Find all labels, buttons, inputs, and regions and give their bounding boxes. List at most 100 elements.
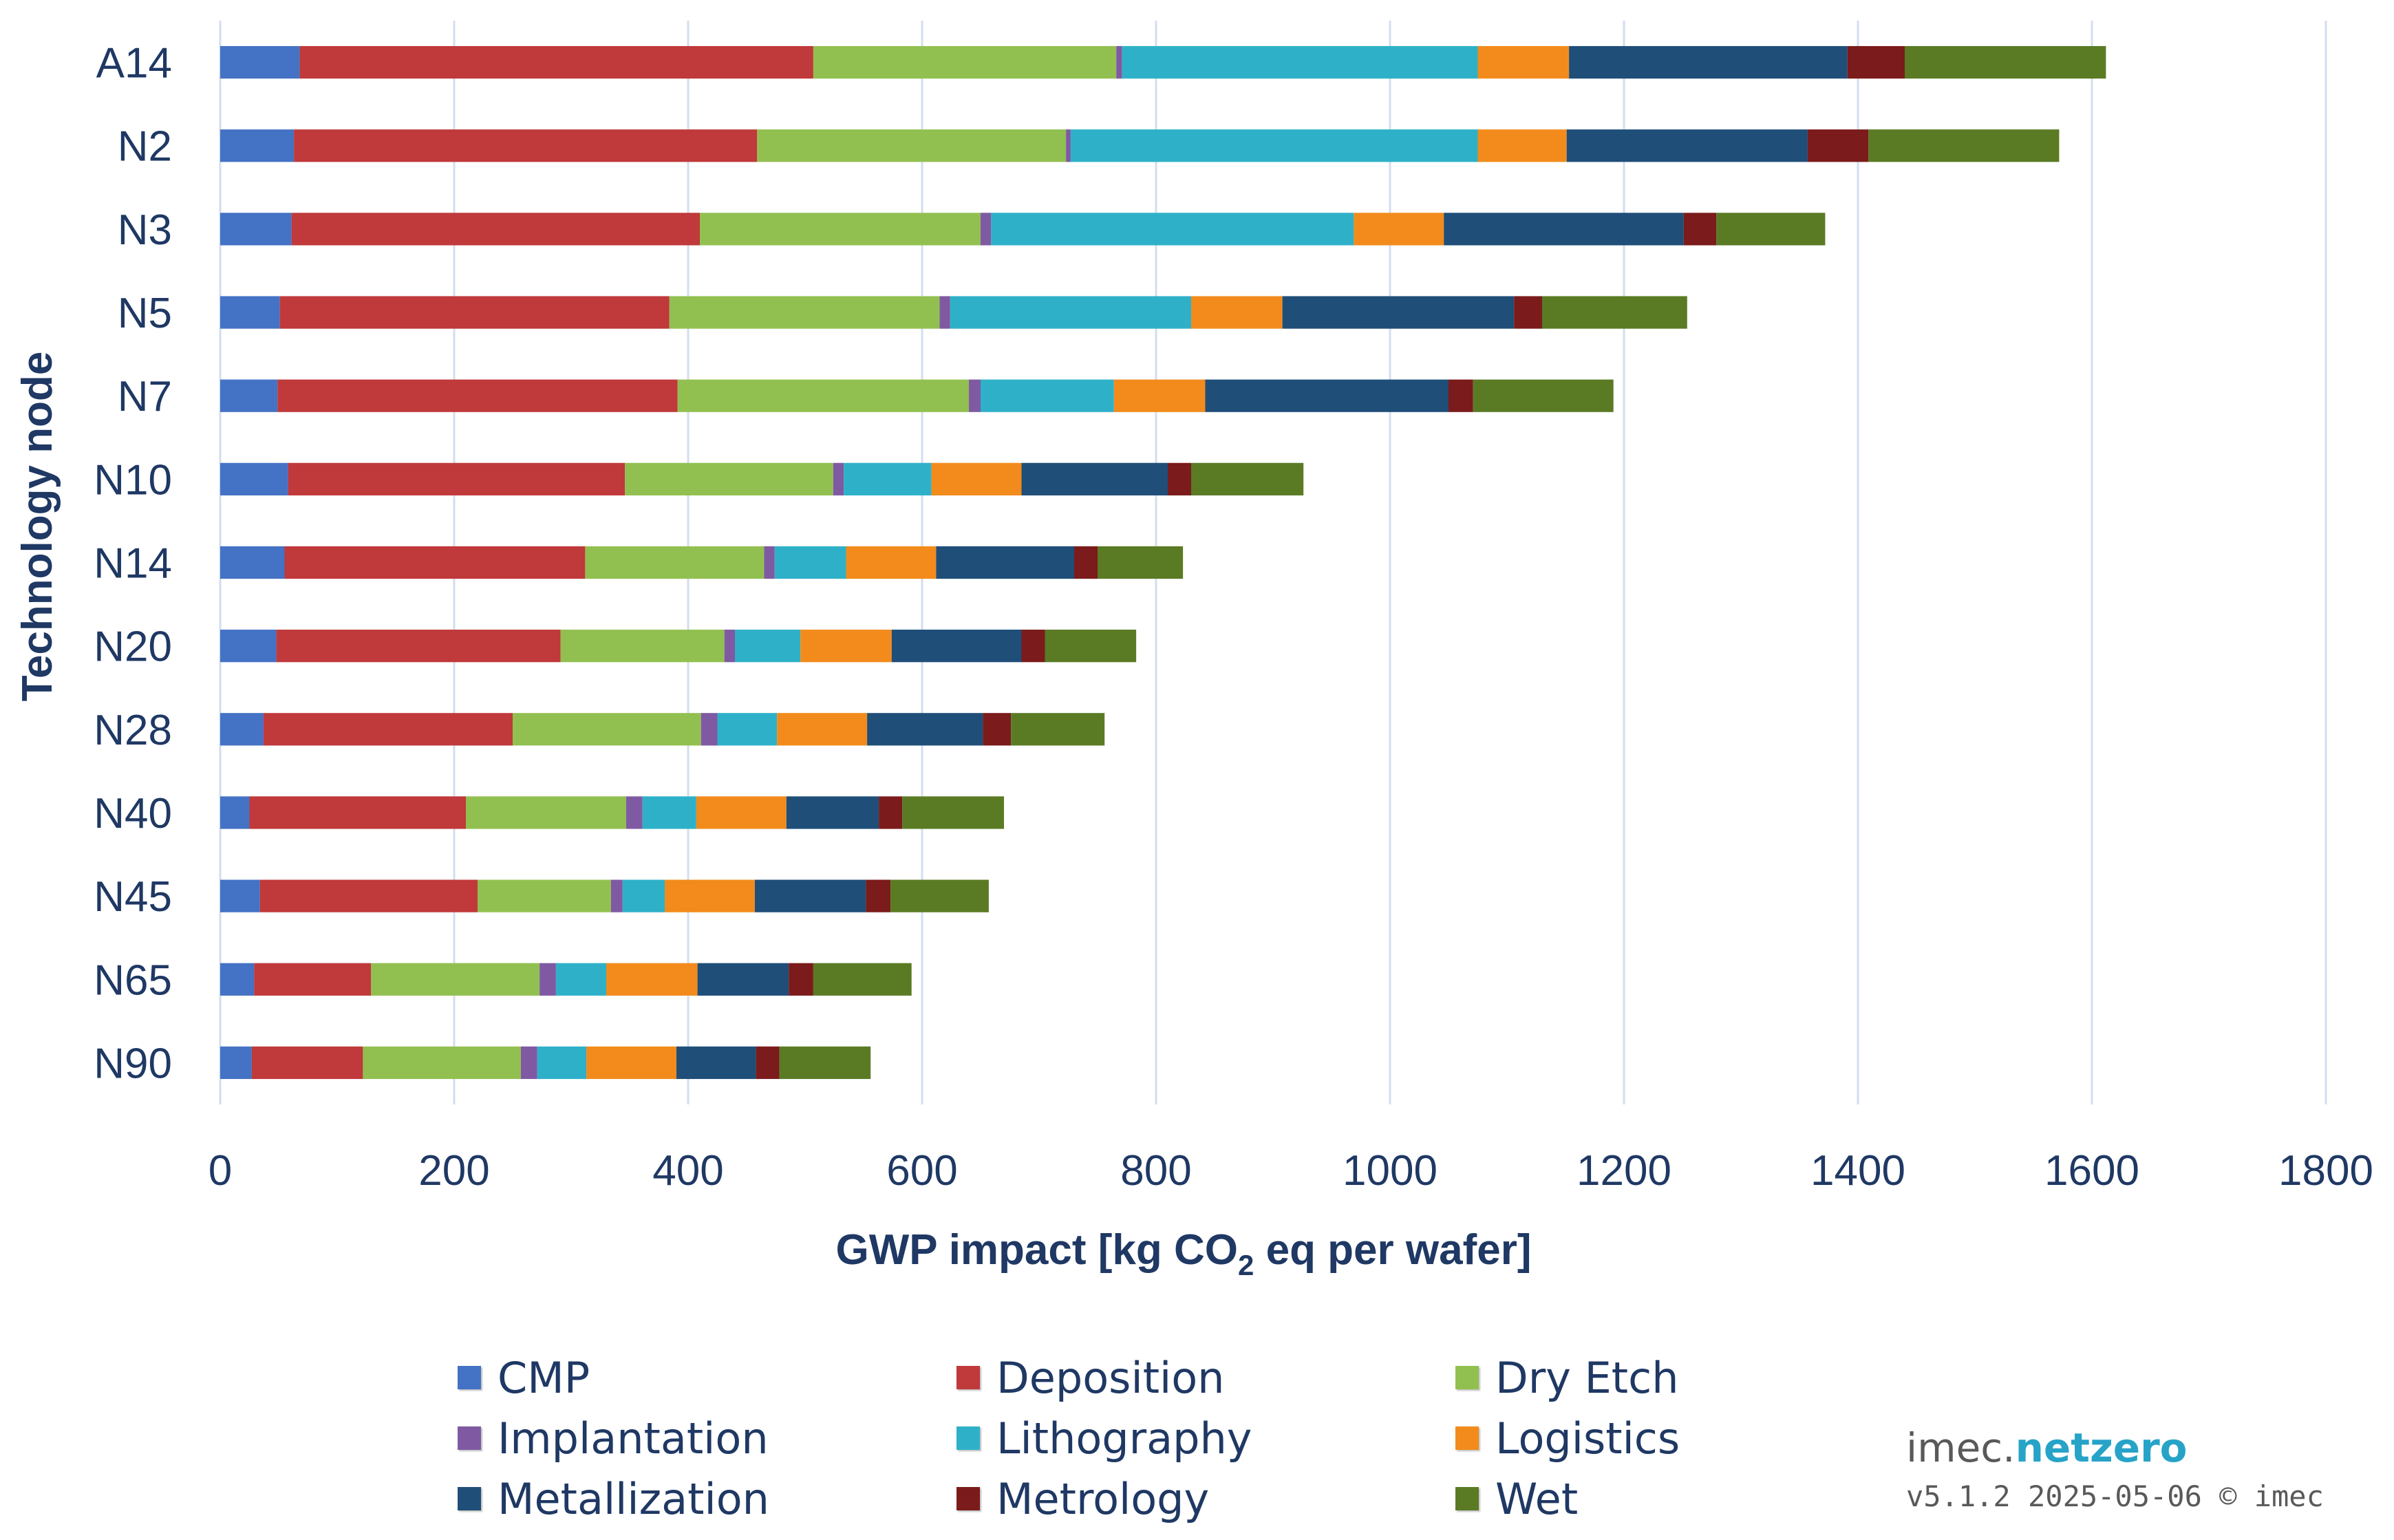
x-tick-label: 200 bbox=[418, 1147, 489, 1195]
legend-swatch bbox=[956, 1426, 980, 1450]
bar-segment-lithography bbox=[555, 963, 606, 996]
bar-row-n65 bbox=[220, 963, 912, 996]
legend-item-dry-etch: Dry Etch bbox=[1455, 1347, 1765, 1408]
bar-segment-metrology bbox=[879, 796, 903, 829]
bar-segment-lithography bbox=[537, 1046, 587, 1080]
bar-segment-implantation bbox=[724, 630, 735, 663]
legend-label: Implantation bbox=[498, 1413, 769, 1464]
legend-swatch bbox=[1455, 1487, 1479, 1510]
bar-segment-lithography bbox=[844, 462, 932, 495]
bar-segment-metrology bbox=[1807, 129, 1869, 162]
bar-segment-logistics bbox=[800, 630, 892, 663]
bar-row-n10 bbox=[220, 462, 1304, 495]
bar-segment-lithography bbox=[774, 546, 846, 579]
bar-segment-implantation bbox=[539, 963, 556, 996]
bar-row-n28 bbox=[220, 713, 1105, 746]
bar-segment-deposition bbox=[294, 129, 758, 162]
bar-segment-logistics bbox=[1477, 129, 1567, 162]
category-label: N45 bbox=[94, 873, 172, 921]
bar-segment-metrology bbox=[1847, 45, 1905, 79]
bar-segment-wet bbox=[1868, 129, 2060, 162]
bar-segment-dry-etch bbox=[560, 630, 725, 663]
bar-segment-metrology bbox=[1683, 213, 1717, 246]
bar-segment-dry-etch bbox=[585, 546, 765, 579]
x-tick-label: 400 bbox=[652, 1147, 723, 1195]
bar-segment-logistics bbox=[606, 963, 698, 996]
version-text: v5.1.2 2025-05-06 © imec bbox=[1906, 1479, 2324, 1513]
bar-segment-implantation bbox=[981, 213, 992, 246]
x-axis-title: GWP impact [kg CO2 eq per wafer] bbox=[836, 1226, 1532, 1281]
bar-segment-lithography bbox=[717, 713, 778, 746]
legend-label: Metrology bbox=[996, 1473, 1210, 1524]
bar-segment-deposition bbox=[279, 296, 670, 329]
bar-row-n90 bbox=[220, 1046, 871, 1080]
bar-segment-logistics bbox=[1354, 213, 1444, 246]
bar-segment-implantation bbox=[520, 1046, 537, 1080]
bar-segment-lithography bbox=[991, 213, 1354, 246]
bar-row-n7 bbox=[220, 379, 1614, 412]
bar-segment-implantation bbox=[610, 879, 623, 912]
bar-segment-cmp bbox=[220, 1046, 252, 1080]
bar-segment-metallization bbox=[676, 1046, 756, 1080]
category-label: N20 bbox=[94, 623, 172, 671]
bar-segment-lithography bbox=[735, 630, 801, 663]
category-label: N7 bbox=[118, 373, 172, 420]
bar-segment-implantation bbox=[626, 796, 643, 829]
x-tick-label: 1200 bbox=[1577, 1147, 1671, 1195]
bar-segment-metrology bbox=[1168, 462, 1191, 495]
bar-segment-metallization bbox=[1444, 213, 1684, 246]
bar-segment-deposition bbox=[277, 379, 678, 412]
bar-row-n5 bbox=[220, 296, 1687, 329]
bar-segment-metallization bbox=[1021, 462, 1168, 495]
bar-segment-metallization bbox=[1569, 45, 1848, 79]
bar-segment-implantation bbox=[1066, 129, 1071, 162]
bar-segment-deposition bbox=[299, 45, 813, 79]
bar-segment-dry-etch bbox=[513, 713, 701, 746]
bar-segment-metrology bbox=[1021, 630, 1045, 663]
category-labels: A14 N2 N3 N5 N7 N10 N14 N20 N28 N40 N45 N65 N90 bbox=[94, 40, 172, 1088]
bar-segment-cmp bbox=[220, 379, 278, 412]
bar-segment-dry-etch bbox=[371, 963, 540, 996]
legend-swatch bbox=[1455, 1366, 1479, 1389]
x-tick-label: 1800 bbox=[2278, 1147, 2373, 1195]
bar-row-n45 bbox=[220, 879, 989, 912]
legend-swatch bbox=[1455, 1426, 1479, 1450]
bar-segment-dry-etch bbox=[625, 462, 833, 495]
legend-item-deposition: Deposition bbox=[956, 1347, 1455, 1408]
bar-segment-lithography bbox=[622, 879, 665, 912]
bar-segment-metallization bbox=[697, 963, 789, 996]
bar-segment-wet bbox=[779, 1046, 871, 1080]
bar-segment-metrology bbox=[756, 1046, 780, 1080]
legend-swatch bbox=[956, 1487, 980, 1510]
bar-segment-wet bbox=[1542, 296, 1687, 329]
bar-segment-logistics bbox=[931, 462, 1022, 495]
bar-segment-deposition bbox=[259, 879, 478, 912]
bar-row-n14 bbox=[220, 546, 1184, 579]
bar-segment-cmp bbox=[220, 546, 285, 579]
category-label: N28 bbox=[94, 707, 172, 754]
bar-segment-implantation bbox=[939, 296, 950, 329]
bar-segment-deposition bbox=[251, 1046, 363, 1080]
category-label: N2 bbox=[118, 123, 172, 171]
bar-segment-metallization bbox=[936, 546, 1074, 579]
bar-segment-implantation bbox=[764, 546, 775, 579]
legend-label: CMP bbox=[498, 1352, 590, 1403]
bar-segment-deposition bbox=[254, 963, 372, 996]
bar-segment-metallization bbox=[891, 630, 1022, 663]
legend-item-metallization: Metallization bbox=[458, 1468, 956, 1529]
legend-item-wet: Wet bbox=[1455, 1468, 1765, 1529]
bar-segment-wet bbox=[1905, 45, 2106, 79]
bar-segment-dry-etch bbox=[813, 45, 1117, 79]
bar-segment-metallization bbox=[1205, 379, 1449, 412]
bar-segment-dry-etch bbox=[478, 879, 611, 912]
bar-segment-metrology bbox=[983, 713, 1012, 746]
bar-segment-cmp bbox=[220, 45, 300, 79]
bar-segment-metallization bbox=[786, 796, 879, 829]
bar-segment-logistics bbox=[586, 1046, 676, 1080]
legend-item-logistics: Logistics bbox=[1455, 1408, 1765, 1468]
bar-segment-cmp bbox=[220, 713, 264, 746]
bar-segment-cmp bbox=[220, 462, 288, 495]
category-label: N10 bbox=[94, 456, 172, 504]
legend-label: Wet bbox=[1495, 1473, 1579, 1524]
